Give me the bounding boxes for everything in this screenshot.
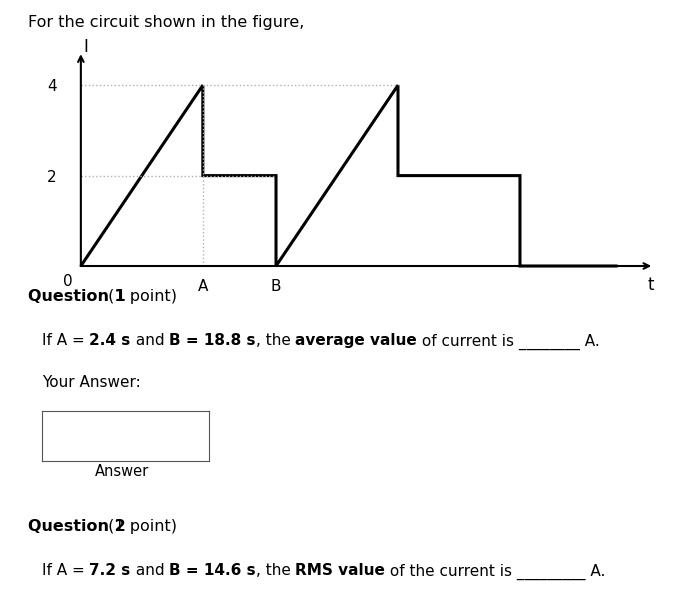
Text: For the circuit shown in the figure,: For the circuit shown in the figure, — [28, 15, 304, 30]
Text: Question 1: Question 1 — [28, 289, 126, 304]
Text: I: I — [83, 38, 88, 56]
Text: (1 point): (1 point) — [103, 289, 177, 304]
Text: , the: , the — [256, 333, 295, 348]
Text: Answer: Answer — [95, 464, 149, 479]
Text: , the: , the — [256, 563, 295, 578]
Text: average value: average value — [295, 333, 417, 348]
Text: of the current is _________ A.: of the current is _________ A. — [385, 563, 606, 579]
Text: RMS value: RMS value — [295, 563, 385, 578]
Text: of current is ________ A.: of current is ________ A. — [417, 333, 600, 349]
Text: Your Answer:: Your Answer: — [42, 375, 140, 390]
Text: If A =: If A = — [42, 563, 90, 578]
Text: 7.2 s: 7.2 s — [90, 563, 131, 578]
Text: 0: 0 — [63, 274, 72, 289]
Text: B = 18.8 s: B = 18.8 s — [169, 333, 256, 348]
Text: (1 point): (1 point) — [103, 519, 177, 534]
Text: and: and — [131, 333, 169, 348]
Text: and: and — [131, 563, 169, 578]
Text: If A =: If A = — [42, 333, 90, 348]
Text: B: B — [271, 279, 281, 294]
Text: B = 14.6 s: B = 14.6 s — [169, 563, 256, 578]
Text: Question 2: Question 2 — [28, 519, 126, 534]
Text: A: A — [197, 279, 208, 294]
Text: 2.4 s: 2.4 s — [90, 333, 131, 348]
Text: t: t — [648, 276, 655, 294]
